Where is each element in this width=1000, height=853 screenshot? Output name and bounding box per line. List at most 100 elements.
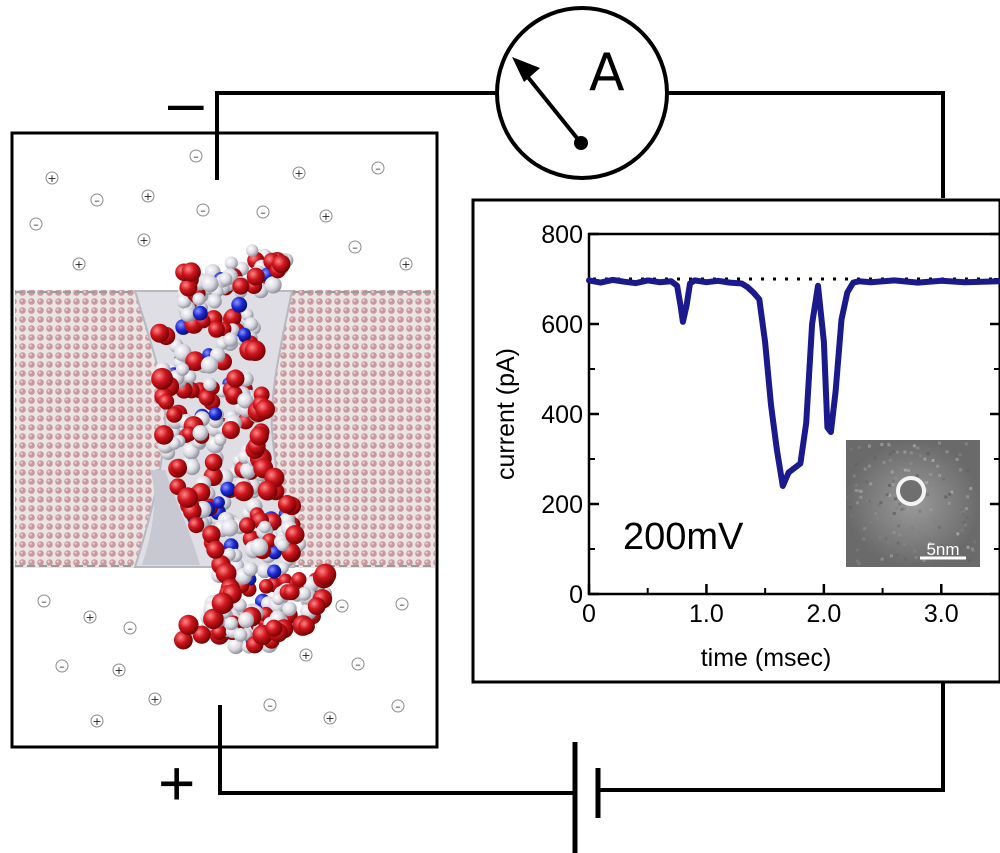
dna-atom-oxygen	[204, 453, 223, 472]
tem-grain	[966, 545, 970, 549]
tem-grain	[959, 468, 963, 472]
tem-grain	[930, 488, 934, 492]
tem-grain	[882, 460, 886, 464]
tem-grain	[938, 473, 942, 477]
dna-atom-carbon	[223, 332, 238, 347]
tem-grain	[918, 454, 922, 458]
tem-grain	[923, 457, 927, 461]
dna-atom-carbon	[243, 561, 258, 577]
tem-grain	[867, 440, 871, 444]
ammeter-label: A	[589, 43, 625, 103]
dna-phosphate	[178, 614, 199, 636]
dna-phosphate	[150, 323, 170, 343]
tem-grain	[855, 501, 859, 505]
tem-grain	[888, 493, 892, 497]
dna-atom-carbon	[200, 356, 219, 374]
ion-sign-plus: +	[92, 715, 101, 728]
ion-sign-plus: +	[401, 258, 410, 271]
tem-grain	[916, 446, 920, 450]
tem-grain	[903, 507, 907, 511]
tem-grain	[861, 480, 865, 484]
tem-grain	[865, 480, 869, 484]
tem-grain	[859, 495, 863, 499]
tem-grain	[945, 450, 949, 454]
potassium-ion	[319, 209, 333, 223]
current-trace-series	[586, 276, 1000, 489]
dna-phosphate	[255, 399, 275, 420]
tem-grain	[877, 504, 881, 508]
dna-atom-carbon	[224, 256, 238, 270]
tem-grain	[896, 443, 900, 447]
dna-atom-oxygen	[246, 267, 265, 286]
simulation-box: +–+–+––+––+–++–+–+–––++–+–+–+	[10, 131, 439, 749]
tem-grain	[962, 521, 966, 525]
dna-atom-carbon	[282, 601, 297, 617]
voltage-annotation: 200mV	[623, 516, 744, 558]
x-tick-label: 2.0	[806, 600, 841, 628]
ion-sign-minus: –	[193, 150, 199, 163]
tem-grain	[852, 483, 856, 487]
tem-grain	[956, 532, 960, 536]
tem-grain	[903, 468, 907, 472]
tem-grain	[955, 457, 959, 461]
dna-phosphate	[179, 278, 198, 297]
tem-grain	[886, 540, 890, 544]
tem-grain	[879, 501, 883, 505]
tem-grain	[855, 559, 859, 563]
dna-atom-oxygen	[233, 481, 254, 502]
ammeter-needle-arrowhead	[512, 57, 540, 82]
ion-sign-minus: –	[267, 699, 273, 712]
dna-phosphate	[154, 425, 174, 445]
tem-grain	[969, 487, 973, 491]
dna-atom-oxygen	[185, 351, 206, 371]
tem-grain	[937, 441, 941, 445]
tem-grain	[903, 450, 907, 454]
tem-grain	[857, 489, 861, 493]
dna-phosphate	[202, 525, 221, 544]
dna-atom-nitrogen	[192, 305, 208, 321]
dna-phosphate	[158, 393, 175, 410]
tem-grain	[897, 524, 901, 528]
tem-grain	[964, 442, 968, 446]
ion-sign-plus: +	[301, 649, 310, 662]
tem-grain	[875, 517, 879, 521]
dna-phosphate	[170, 458, 187, 475]
dna-atom-nitrogen	[208, 407, 223, 421]
dna-phosphate	[203, 608, 224, 630]
tem-grain	[873, 456, 877, 460]
chloride-ion	[263, 698, 277, 712]
tem-grain	[867, 464, 871, 468]
dna-atom-carbon	[176, 294, 192, 309]
tem-grain	[893, 497, 897, 501]
tem-grain	[929, 472, 933, 476]
chloride-ion	[371, 161, 385, 175]
chloride-ion	[395, 597, 409, 611]
potassium-ion	[90, 714, 104, 728]
dna-atom-oxygen	[226, 369, 245, 388]
ion-sign-minus: –	[59, 660, 65, 673]
dna-phosphate	[257, 480, 278, 501]
tem-grain	[888, 458, 892, 462]
dna-phosphate	[265, 619, 283, 637]
tem-nanopore	[896, 476, 926, 506]
tem-grain	[891, 450, 895, 454]
tem-grain	[962, 509, 966, 513]
dna-atom-carbon	[276, 538, 289, 552]
tem-grain	[889, 554, 893, 558]
tem-grain	[903, 557, 907, 561]
tem-grain	[900, 467, 904, 471]
dna-atom-oxygen	[166, 406, 183, 423]
tem-grain	[882, 536, 886, 540]
plot-axes: 0 200 400 600 800 0 1.0 2.0 3.0	[541, 221, 1000, 628]
dna-atom-carbon	[175, 362, 190, 376]
ion-sign-minus: –	[375, 162, 381, 175]
tem-grain	[918, 509, 922, 513]
tem-grain	[849, 447, 853, 451]
tem-grain	[848, 506, 852, 510]
tem-grain	[878, 536, 882, 540]
ion-sign-plus: +	[47, 172, 56, 185]
tem-grain	[903, 472, 907, 476]
tem-grain	[925, 481, 929, 485]
y-tick-label: 800	[541, 221, 583, 249]
tem-grain	[944, 495, 948, 499]
